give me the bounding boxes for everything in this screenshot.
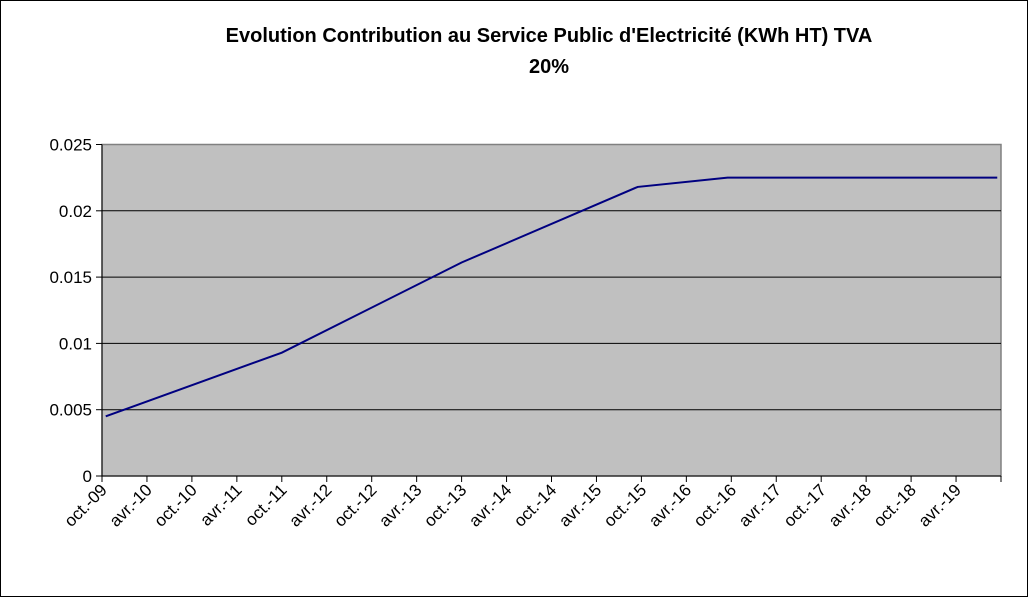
x-tick-label: avr.-13 [375, 480, 425, 530]
y-tick-label: 0.015 [49, 268, 92, 287]
x-tick-label: avr.-10 [106, 480, 156, 530]
x-tick-label: oct.-13 [420, 480, 470, 530]
y-tick-label: 0.02 [59, 202, 92, 221]
x-tick-label: oct.-15 [600, 480, 650, 530]
chart-title-line2: 20% [528, 56, 570, 78]
y-tick-label: 0.025 [49, 136, 92, 155]
y-tick-label: 0 [83, 467, 92, 486]
x-tick-label: avr.-15 [555, 480, 605, 530]
x-tick-label: avr.-14 [465, 480, 515, 530]
x-tick-label: avr.-18 [825, 480, 875, 530]
x-tick-label: avr.-11 [196, 480, 245, 529]
y-tick-label: 0.005 [49, 401, 92, 420]
x-tick-label: avr.-12 [285, 480, 335, 530]
plot-area [101, 143, 1002, 477]
x-tick-label: oct.-17 [780, 480, 830, 530]
x-tick-label: avr.-16 [645, 480, 695, 530]
x-tick-label: oct.-14 [510, 480, 560, 530]
series-line [105, 176, 998, 418]
x-tick-label: avr.-19 [915, 480, 965, 530]
x-tick-label: oct.-12 [330, 480, 380, 530]
x-tick-label: avr.-17 [735, 480, 785, 530]
x-tick-label: oct.-18 [870, 480, 920, 530]
x-tick-label: oct.-11 [241, 480, 290, 529]
x-tick-label: oct.-09 [61, 480, 111, 530]
x-tick-label: oct.-10 [151, 480, 201, 530]
chart-title-line1: Evolution Contribution au Service Public… [225, 25, 873, 47]
y-tick-label: 0.01 [59, 334, 92, 353]
x-tick-label: oct.-16 [690, 480, 740, 530]
